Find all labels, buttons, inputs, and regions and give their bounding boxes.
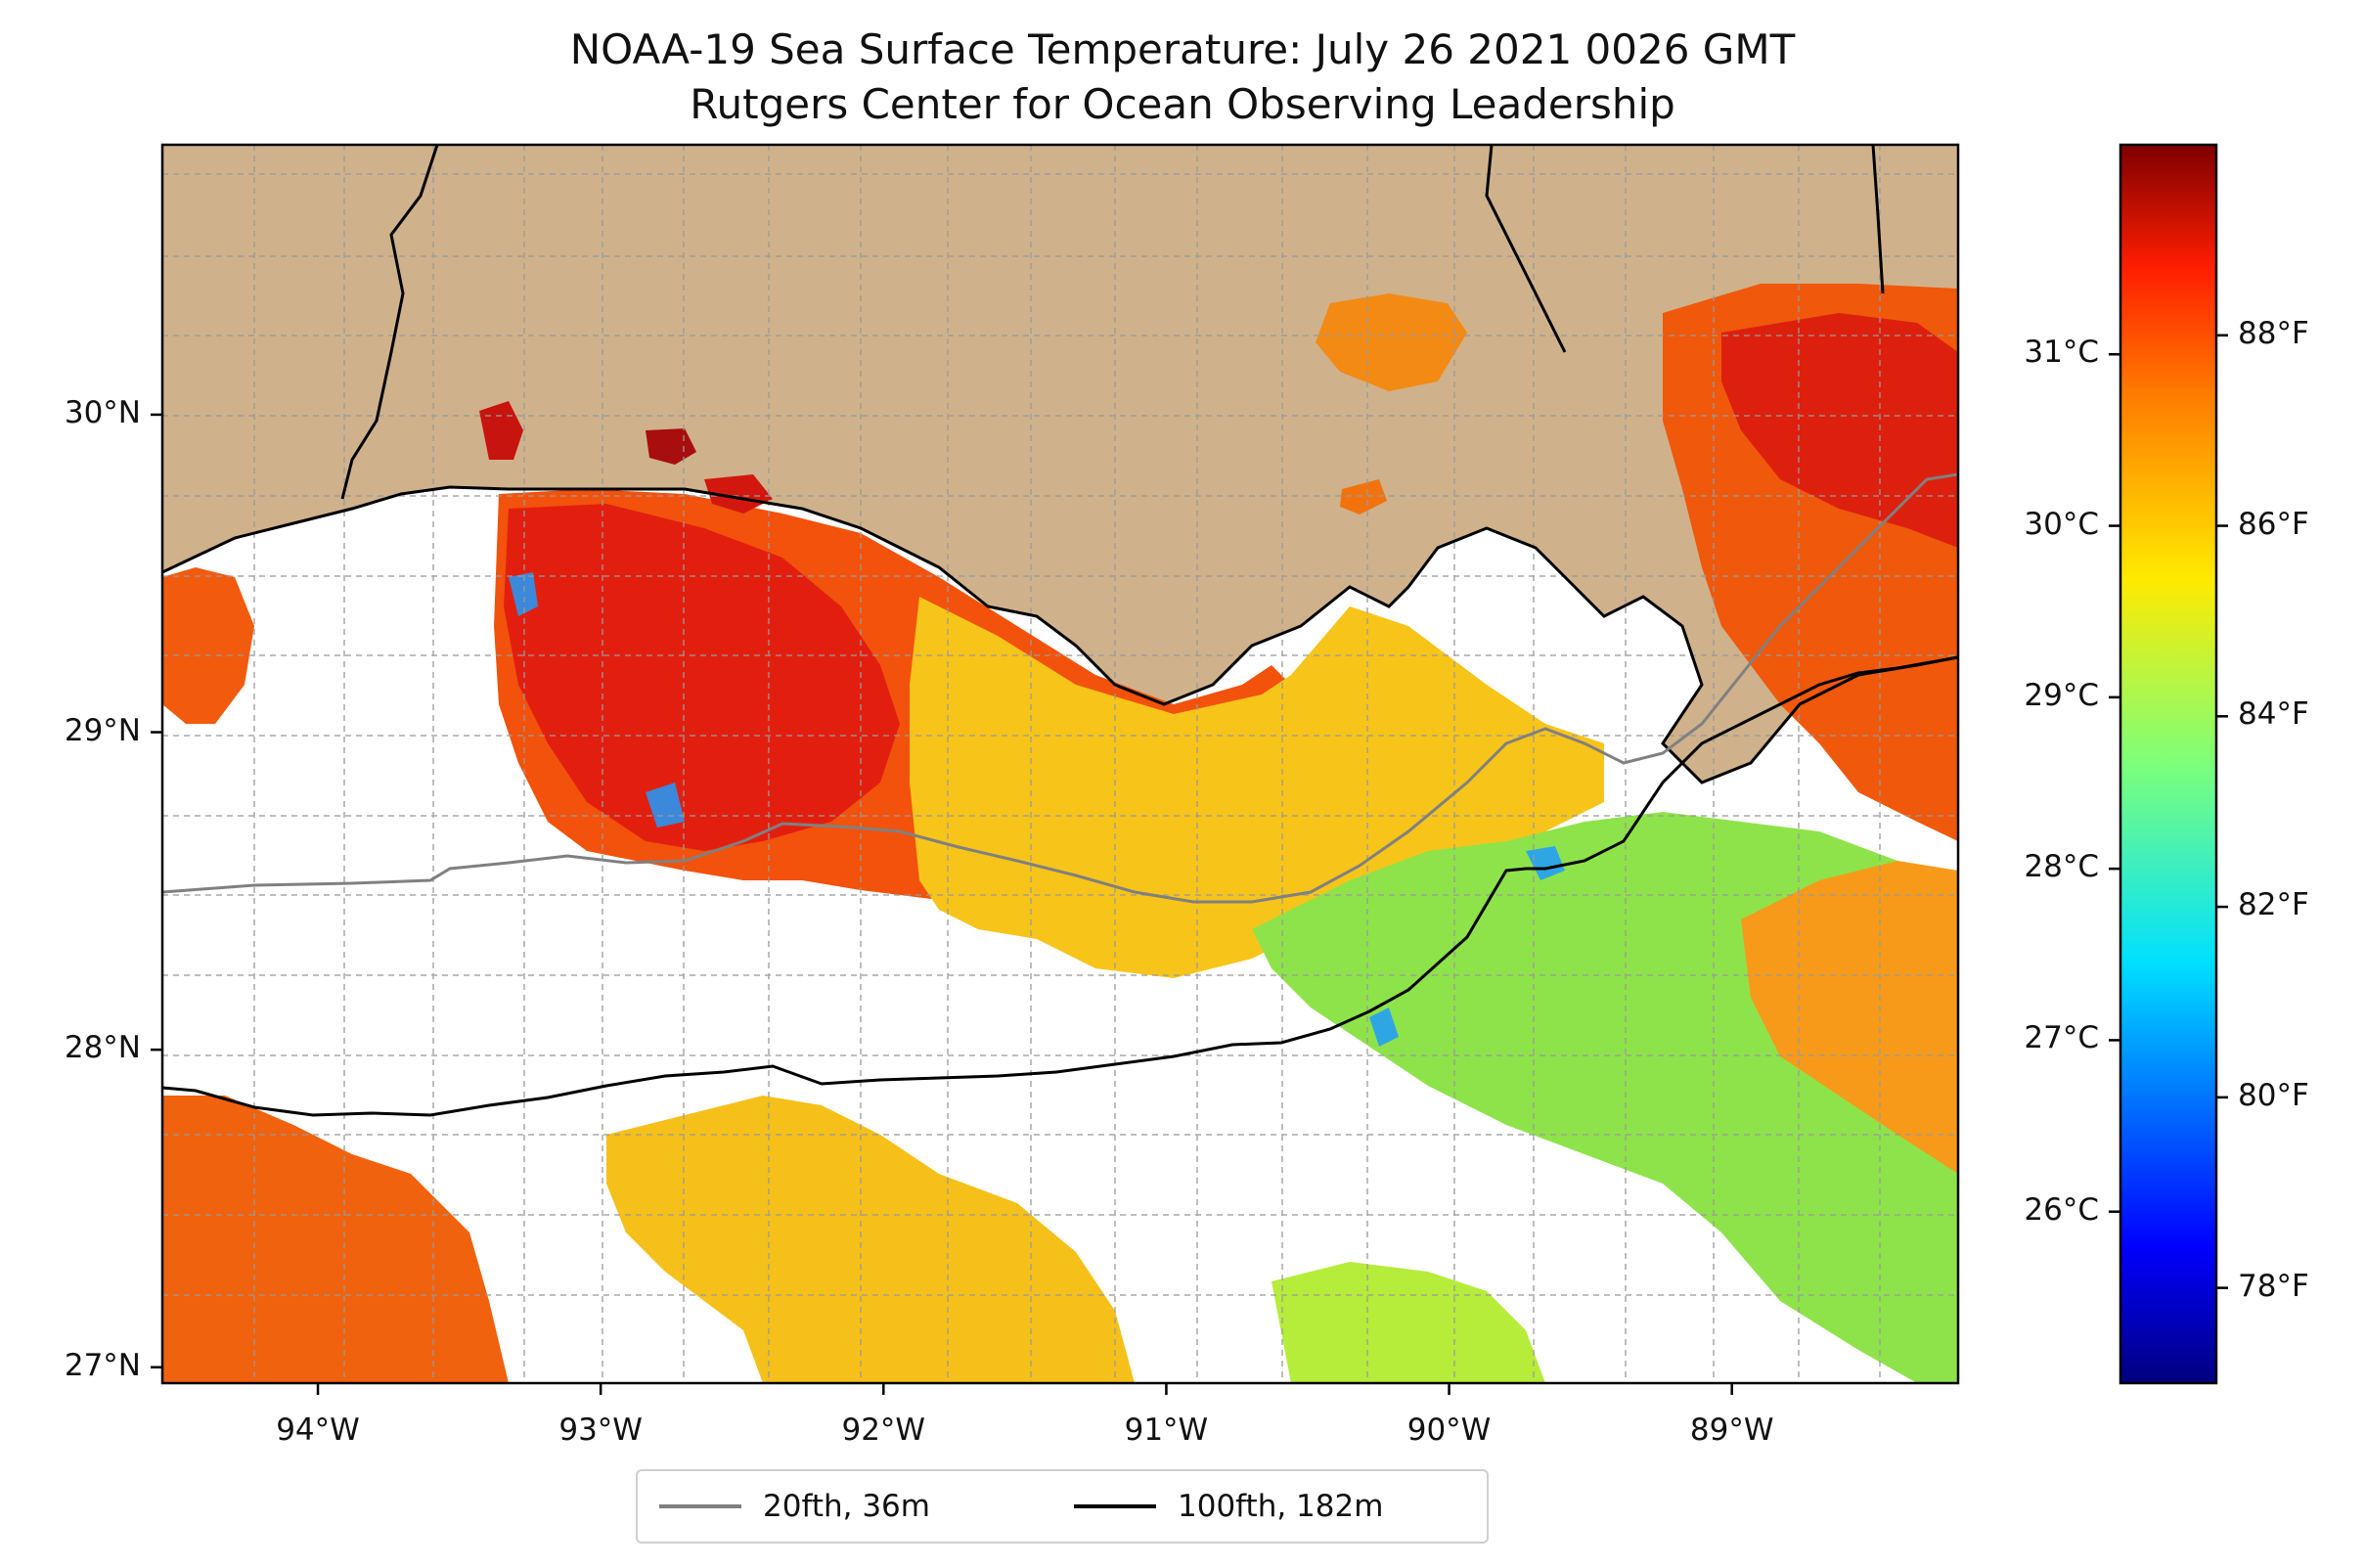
legend-item-20fth: 20fth, 36m [659, 1471, 930, 1542]
legend-label-20fth: 20fth, 36m [763, 1489, 930, 1524]
sst-orange-east-south [1741, 861, 1958, 1174]
sst-yellow-band [910, 597, 1604, 978]
map-title: NOAA-19 Sea Surface Temperature: July 26… [569, 25, 1796, 73]
map-plot-area [162, 145, 1958, 1383]
lon-tick-label: 90°W [1406, 1412, 1492, 1448]
colorbar-f-tick-label: 84°F [2238, 696, 2309, 733]
sst-south-green [1272, 1262, 1545, 1383]
land-louisiana [162, 145, 1958, 783]
sst-data-layer [162, 284, 1958, 1383]
sst-north-lake-orange [1316, 293, 1467, 391]
colorbar-c-tick-label: 29°C [2024, 677, 2099, 713]
legend-swatch-100fth [1074, 1504, 1156, 1508]
lat-tick-label: 30°N [64, 394, 141, 430]
isobath-legend: 20fth, 36m 100fth, 182m [636, 1469, 1489, 1544]
colorbar-f-tick-label: 80°F [2238, 1077, 2309, 1113]
colorbar-celsius-ticks [2109, 352, 2120, 1213]
map-frame [160, 143, 1960, 1385]
colorbar [2119, 143, 2218, 1385]
isobath-100fth [162, 655, 1958, 1117]
state-border-east [1485, 145, 1567, 353]
state-border-far-east [1871, 145, 1885, 294]
colorbar-c-tick-label: 30°C [2024, 506, 2099, 542]
legend-swatch-20fth [659, 1504, 741, 1508]
lon-tick-marks [316, 1383, 1733, 1395]
colorbar-f-tick-label: 86°F [2238, 506, 2309, 542]
colorbar-c-tick-label: 28°C [2024, 849, 2099, 885]
lat-tick-label: 27°N [64, 1347, 141, 1383]
coastline [162, 485, 1958, 784]
colorbar-f-tick-label: 82°F [2238, 887, 2309, 923]
colorbar-fahrenheit-ticks [2216, 334, 2228, 1289]
state-border-west [340, 145, 439, 500]
sst-southwest-warm [162, 1096, 509, 1383]
map-gridlines [162, 145, 1958, 1383]
lon-tick-label: 92°W [841, 1412, 926, 1448]
lon-tick-label: 91°W [1124, 1412, 1209, 1448]
legend-item-100fth: 100fth, 182m [1074, 1471, 1383, 1542]
lon-tick-label: 94°W [276, 1412, 360, 1448]
lon-tick-label: 89°W [1689, 1412, 1774, 1448]
sst-west-warm [162, 567, 254, 724]
sst-south-central-yellow [606, 1096, 1135, 1383]
colorbar-f-tick-label: 78°F [2238, 1268, 2309, 1304]
isobath-20fth [162, 472, 1958, 904]
colorbar-c-tick-label: 26°C [2024, 1191, 2099, 1228]
colorbar-f-tick-label: 88°F [2238, 315, 2309, 351]
map-subtitle: Rutgers Center for Ocean Observing Leade… [690, 80, 1675, 128]
sst-hot-east [1721, 313, 1958, 548]
legend-label-100fth: 100fth, 182m [1178, 1489, 1384, 1524]
colorbar-c-tick-label: 31°C [2024, 335, 2099, 371]
lon-tick-label: 93°W [558, 1412, 643, 1448]
lat-tick-label: 28°N [64, 1030, 141, 1066]
sst-small-orange [1340, 479, 1387, 515]
lat-tick-marks [151, 413, 162, 1369]
sst-small-hot-3 [704, 474, 773, 514]
lat-tick-label: 29°N [64, 712, 141, 748]
colorbar-c-tick-label: 27°C [2024, 1020, 2099, 1056]
